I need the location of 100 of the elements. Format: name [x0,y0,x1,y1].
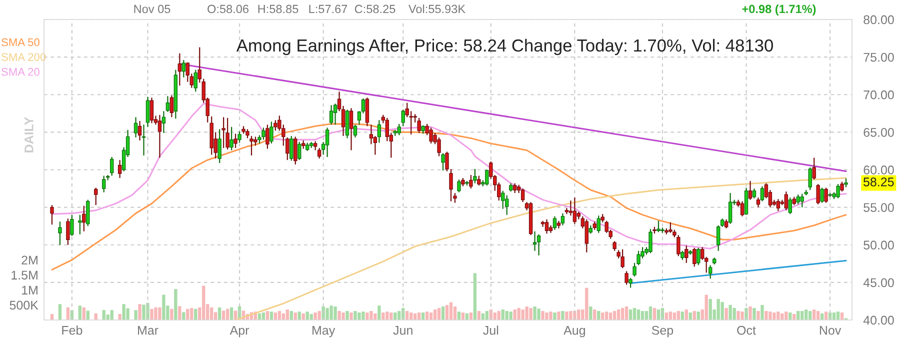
candlestick [234,133,238,149]
candlestick [170,94,174,118]
bar [346,310,349,320]
bar [517,308,520,320]
bar [58,304,62,320]
candlestick [138,120,142,142]
candlestick [290,135,294,162]
bar [648,306,652,320]
bar [836,312,840,320]
bar [541,310,544,320]
bar [437,308,441,320]
candlestick [760,186,764,202]
bar [553,312,556,320]
candlestick [668,222,672,234]
y-tick-label: 75.00 [864,52,894,62]
x-tick-label: Jul [483,326,498,335]
bar [768,312,772,320]
candlestick [501,190,505,210]
candlestick [365,97,370,127]
y-tick-label: 70.00 [864,90,894,100]
candlestick [50,204,54,226]
candlestick [222,116,226,149]
candlestick [194,69,198,92]
y2-tick-label: 1M [22,286,38,294]
bar [704,294,708,320]
bar [78,306,82,320]
bar [170,308,174,320]
y-tick-label: 65.00 [864,128,894,137]
candlestick [620,248,624,269]
candlestick [784,190,788,211]
bar [513,309,516,320]
candlestick [238,130,242,144]
bar [533,306,536,320]
bar [342,312,345,320]
candlestick [373,135,378,156]
bar [126,308,130,320]
candlestick [66,218,70,246]
bar [780,313,784,320]
candlestick [313,140,318,151]
candlestick [836,183,840,199]
y-tick-label: 45.00 [863,278,894,288]
bar [386,312,389,320]
bar [102,310,106,320]
candlestick [178,52,182,86]
bar [521,309,524,320]
candlestick [796,194,800,205]
bar [804,309,808,320]
candlestick [808,166,812,191]
bar [178,306,182,320]
candlestick [266,124,270,150]
candlestick [437,136,441,157]
candlestick [325,127,330,158]
bar [318,310,321,320]
bar [134,310,138,320]
text: SMA 20 [2,68,40,76]
bar [624,306,628,320]
bar [425,312,429,320]
bar [736,310,740,320]
candlestick [58,221,62,246]
bar [162,294,166,320]
bar [760,304,764,320]
candlestick [94,187,98,206]
bar [457,312,461,320]
candlestick [162,110,166,134]
bar [605,312,608,320]
bar [142,304,146,320]
bar [812,309,816,320]
bar [110,310,114,320]
candlestick [158,114,162,158]
bar [473,273,477,320]
bar [716,298,720,320]
candlestick [218,128,222,164]
x-tick-label: Feb [62,326,82,335]
candlestick [477,175,481,186]
x-tick-label: May [312,326,336,338]
candlestick [740,200,744,217]
bar [382,312,385,320]
candlestick [198,46,202,84]
candlestick [596,215,600,234]
candlestick [146,96,150,128]
bar [589,306,592,320]
candlestick [520,188,525,203]
bar [772,312,776,320]
candlestick [708,264,712,280]
bar [330,306,333,320]
candlestick [512,182,517,194]
bar [732,308,736,320]
bar [728,304,732,320]
bar [122,304,126,320]
bar [628,309,632,320]
candlestick [840,181,844,192]
bar [322,306,325,320]
text: H:58.85 [258,4,298,14]
candlestick [246,128,250,139]
candlestick [692,247,696,268]
bar [138,304,142,320]
candlestick [728,192,732,224]
bar [306,312,309,320]
bar [453,306,457,320]
bar [565,312,568,320]
